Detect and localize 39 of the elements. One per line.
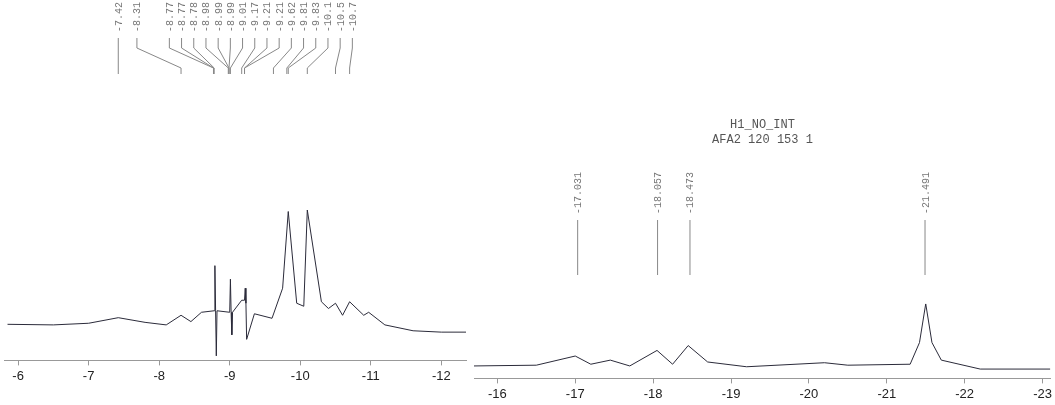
annotation: -18.057 <box>653 172 665 215</box>
x-tick-label: -22 <box>955 385 975 401</box>
chart-subtitle: AFA2 120 153 1 <box>712 132 813 147</box>
annotation: -17.031 <box>573 172 585 215</box>
annotation: -8.77 <box>164 2 176 33</box>
annotation: -9.81 <box>299 2 311 33</box>
annotation: -10.7 <box>347 2 359 33</box>
annotation: -9.01 <box>238 2 250 33</box>
x-tick-label: -7 <box>82 367 95 383</box>
annotation: -7.42 <box>113 2 125 33</box>
annotation: -18.473 <box>685 172 697 215</box>
annotation: -9.21 <box>262 2 274 33</box>
annotation: -10.1 <box>323 2 335 33</box>
x-tick-label: -8 <box>153 367 165 383</box>
chart-title: H1_NO_INT <box>730 118 795 133</box>
annotation: -10.5 <box>335 2 347 33</box>
x-tick-label: -6 <box>12 367 24 383</box>
x-tick-label: -17 <box>565 385 585 401</box>
annotation: -9.17 <box>250 2 262 33</box>
x-tick-label: -19 <box>721 385 741 401</box>
x-tick-label: -9 <box>223 367 236 383</box>
x-tick-label: -12 <box>431 367 451 383</box>
annotation: -9.62 <box>286 2 298 33</box>
x-tick-label: -16 <box>487 385 507 401</box>
annotation: -9.21 <box>274 2 286 33</box>
x-tick-label: -18 <box>643 385 663 401</box>
annotation: -8.78 <box>189 2 201 33</box>
x-tick-label: -23 <box>1033 385 1052 401</box>
x-tick-label: -20 <box>799 385 819 401</box>
x-tick-label: -21 <box>877 385 897 401</box>
x-tick-label: -11 <box>361 367 380 383</box>
annotation: -21.491 <box>920 172 932 215</box>
annotation: -8.77 <box>177 2 189 33</box>
x-tick-label: -10 <box>290 367 310 383</box>
annotation: -9.83 <box>311 2 323 33</box>
annotation: -8.98 <box>201 2 213 33</box>
annotation: -8.99 <box>213 2 225 33</box>
annotation: -8.31 <box>132 2 144 33</box>
annotation: -8.99 <box>225 2 237 33</box>
